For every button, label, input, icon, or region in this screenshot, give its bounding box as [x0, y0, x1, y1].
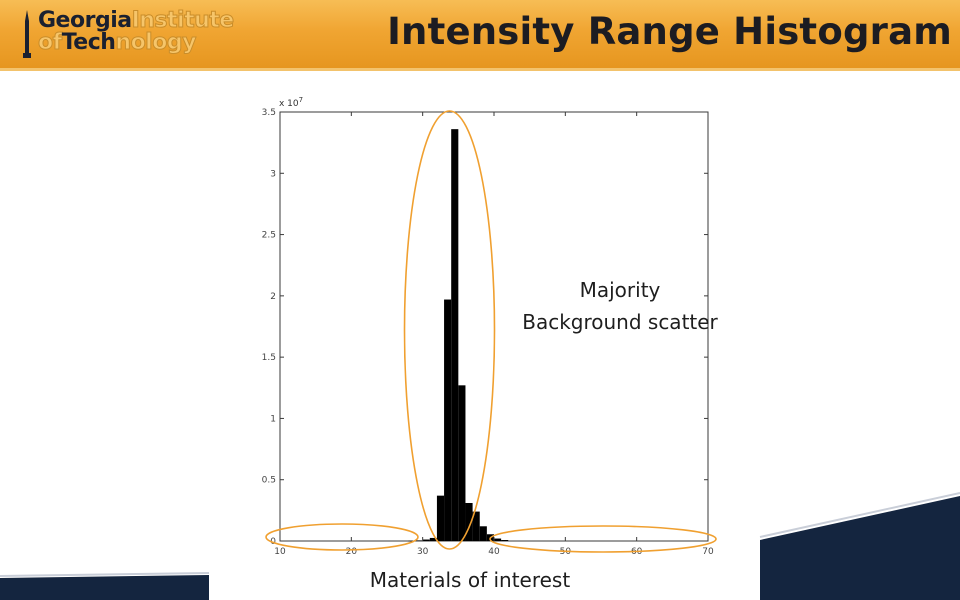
left-tail-oval — [265, 523, 419, 551]
tower-icon — [23, 10, 31, 58]
majority-annotation: Majority Background scatter — [500, 274, 740, 338]
ticks-group — [279, 111, 709, 542]
y-tick-label: 1.5 — [262, 353, 276, 363]
histogram-bar — [444, 299, 452, 541]
slide-header: GeorgiaInstitute ofTechnology Intensity … — [0, 0, 960, 71]
right-band-edge — [759, 492, 960, 538]
left-band-edge — [0, 572, 210, 577]
histogram-bar — [408, 540, 416, 542]
materials-annotation: Materials of interest — [369, 568, 571, 592]
majority-oval — [403, 110, 496, 550]
histogram-bar — [472, 511, 480, 541]
y-tick-label: 3.5 — [262, 108, 276, 118]
bars-group — [408, 129, 509, 542]
y-tick-label: 2.5 — [262, 231, 276, 241]
histogram-bar — [458, 385, 466, 541]
y-exponent-power: 7 — [299, 96, 303, 104]
y-exponent-base: x 10 — [279, 99, 299, 109]
histogram-bar — [501, 540, 509, 541]
center-white-panel — [209, 573, 760, 600]
y-tick-label: 1 — [270, 414, 276, 424]
y-exponent-label: x 107 — [279, 96, 303, 109]
logo-word-nology: nology — [115, 30, 197, 55]
majority-line-1: Majority — [579, 278, 661, 302]
histogram-bar — [451, 129, 459, 541]
histogram-bar — [465, 503, 473, 541]
x-tick-label: 70 — [702, 547, 714, 557]
logo-line-1: GeorgiaInstitute — [38, 8, 235, 33]
slide-title: Intensity Range Histogram — [387, 10, 952, 53]
histogram-bar — [479, 526, 487, 541]
histogram-bar — [436, 495, 445, 541]
logo-word-institute: Institute — [131, 8, 235, 33]
x-tick-label: 10 — [274, 547, 286, 557]
right-navy-band — [760, 496, 960, 600]
x-tick-label: 40 — [488, 547, 500, 557]
x-tick-label: 20 — [346, 547, 358, 557]
majority-line-2: Background scatter — [522, 310, 718, 334]
logo-word-georgia: Georgia — [38, 8, 132, 33]
logo-line-2: ofTechnology — [38, 30, 197, 55]
left-navy-band — [0, 575, 209, 600]
y-tick-label: 2 — [270, 292, 276, 302]
logo-word-tech: Tech — [61, 30, 116, 55]
right-tail-oval — [489, 525, 717, 553]
georgia-tech-logo: GeorgiaInstitute ofTechnology — [20, 8, 270, 60]
histogram-bar — [429, 537, 437, 541]
highlight-ovals — [265, 110, 717, 553]
x-tick-label: 30 — [417, 547, 429, 557]
y-tick-label: 0.5 — [262, 476, 276, 486]
histogram-bar — [422, 539, 430, 541]
logo-word-of: of — [38, 30, 63, 55]
y-tick-label: 3 — [270, 169, 276, 179]
histogram-bar — [494, 538, 502, 541]
histogram-bar — [415, 540, 423, 541]
